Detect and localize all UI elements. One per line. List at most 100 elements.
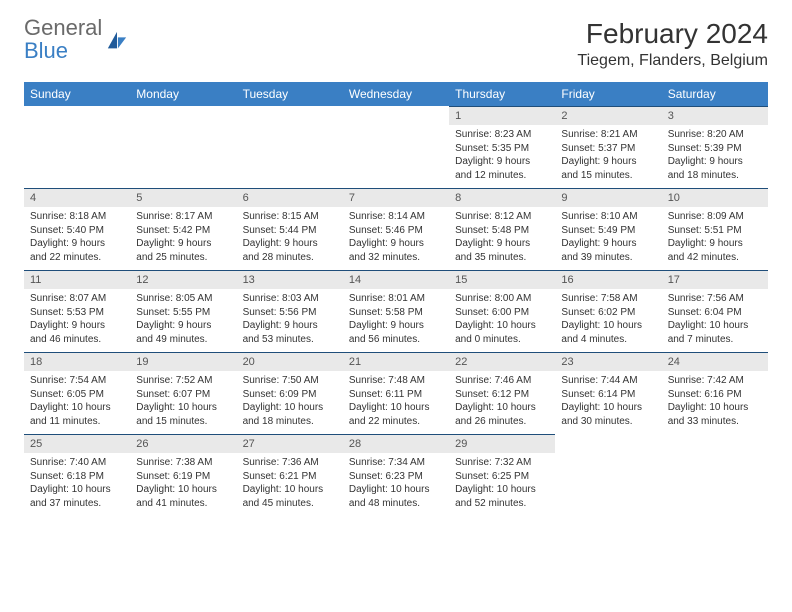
- calendar-cell: 24Sunrise: 7:42 AMSunset: 6:16 PMDayligh…: [662, 352, 768, 434]
- calendar-cell: 9Sunrise: 8:10 AMSunset: 5:49 PMDaylight…: [555, 188, 661, 270]
- calendar-cell: 7Sunrise: 8:14 AMSunset: 5:46 PMDaylight…: [343, 188, 449, 270]
- weekday-header: Tuesday: [237, 82, 343, 106]
- day-number: 25: [24, 434, 130, 453]
- day-number: 13: [237, 270, 343, 289]
- calendar-cell: [24, 106, 130, 188]
- weekday-header: Monday: [130, 82, 236, 106]
- day-detail: Sunrise: 8:21 AMSunset: 5:37 PMDaylight:…: [555, 125, 661, 185]
- calendar-cell: 28Sunrise: 7:34 AMSunset: 6:23 PMDayligh…: [343, 434, 449, 513]
- calendar-cell: 15Sunrise: 8:00 AMSunset: 6:00 PMDayligh…: [449, 270, 555, 352]
- day-number: 5: [130, 188, 236, 207]
- day-detail: Sunrise: 7:42 AMSunset: 6:16 PMDaylight:…: [662, 371, 768, 431]
- weekday-header: Sunday: [24, 82, 130, 106]
- day-number: 7: [343, 188, 449, 207]
- day-detail: Sunrise: 8:09 AMSunset: 5:51 PMDaylight:…: [662, 207, 768, 267]
- location: Tiegem, Flanders, Belgium: [577, 52, 768, 70]
- day-detail: Sunrise: 8:14 AMSunset: 5:46 PMDaylight:…: [343, 207, 449, 267]
- day-number: 2: [555, 106, 661, 125]
- calendar-cell: 12Sunrise: 8:05 AMSunset: 5:55 PMDayligh…: [130, 270, 236, 352]
- day-detail: Sunrise: 7:36 AMSunset: 6:21 PMDaylight:…: [237, 453, 343, 513]
- calendar-cell: 19Sunrise: 7:52 AMSunset: 6:07 PMDayligh…: [130, 352, 236, 434]
- day-number: 1: [449, 106, 555, 125]
- weekday-header-row: SundayMondayTuesdayWednesdayThursdayFrid…: [24, 82, 768, 106]
- day-number: 10: [662, 188, 768, 207]
- day-detail: Sunrise: 7:58 AMSunset: 6:02 PMDaylight:…: [555, 289, 661, 349]
- calendar-cell: 3Sunrise: 8:20 AMSunset: 5:39 PMDaylight…: [662, 106, 768, 188]
- weekday-header: Saturday: [662, 82, 768, 106]
- day-detail: Sunrise: 8:18 AMSunset: 5:40 PMDaylight:…: [24, 207, 130, 267]
- day-number: 27: [237, 434, 343, 453]
- day-number: 16: [555, 270, 661, 289]
- calendar-cell: [662, 434, 768, 513]
- calendar-cell: 27Sunrise: 7:36 AMSunset: 6:21 PMDayligh…: [237, 434, 343, 513]
- day-number: 8: [449, 188, 555, 207]
- calendar-row: 11Sunrise: 8:07 AMSunset: 5:53 PMDayligh…: [24, 270, 768, 352]
- day-number: 20: [237, 352, 343, 371]
- day-detail: Sunrise: 7:40 AMSunset: 6:18 PMDaylight:…: [24, 453, 130, 513]
- calendar-row: 18Sunrise: 7:54 AMSunset: 6:05 PMDayligh…: [24, 352, 768, 434]
- calendar-cell: 21Sunrise: 7:48 AMSunset: 6:11 PMDayligh…: [343, 352, 449, 434]
- day-detail: Sunrise: 7:48 AMSunset: 6:11 PMDaylight:…: [343, 371, 449, 431]
- day-number: 6: [237, 188, 343, 207]
- calendar-row: 4Sunrise: 8:18 AMSunset: 5:40 PMDaylight…: [24, 188, 768, 270]
- calendar-cell: [343, 106, 449, 188]
- weekday-header: Wednesday: [343, 82, 449, 106]
- logo-text-general: General: [24, 18, 102, 39]
- day-detail: Sunrise: 7:52 AMSunset: 6:07 PMDaylight:…: [130, 371, 236, 431]
- calendar-cell: 1Sunrise: 8:23 AMSunset: 5:35 PMDaylight…: [449, 106, 555, 188]
- logo-text-blue: Blue: [24, 41, 102, 62]
- day-detail: Sunrise: 7:38 AMSunset: 6:19 PMDaylight:…: [130, 453, 236, 513]
- day-detail: Sunrise: 7:46 AMSunset: 6:12 PMDaylight:…: [449, 371, 555, 431]
- calendar-cell: 10Sunrise: 8:09 AMSunset: 5:51 PMDayligh…: [662, 188, 768, 270]
- day-detail: Sunrise: 8:15 AMSunset: 5:44 PMDaylight:…: [237, 207, 343, 267]
- calendar-row: 25Sunrise: 7:40 AMSunset: 6:18 PMDayligh…: [24, 434, 768, 513]
- day-number: 21: [343, 352, 449, 371]
- day-number: 19: [130, 352, 236, 371]
- day-number: 4: [24, 188, 130, 207]
- calendar-cell: 6Sunrise: 8:15 AMSunset: 5:44 PMDaylight…: [237, 188, 343, 270]
- day-detail: Sunrise: 8:20 AMSunset: 5:39 PMDaylight:…: [662, 125, 768, 185]
- day-number: 24: [662, 352, 768, 371]
- day-number: 18: [24, 352, 130, 371]
- calendar-cell: [130, 106, 236, 188]
- calendar-cell: 25Sunrise: 7:40 AMSunset: 6:18 PMDayligh…: [24, 434, 130, 513]
- day-number: 26: [130, 434, 236, 453]
- calendar-cell: 8Sunrise: 8:12 AMSunset: 5:48 PMDaylight…: [449, 188, 555, 270]
- day-detail: Sunrise: 8:05 AMSunset: 5:55 PMDaylight:…: [130, 289, 236, 349]
- day-detail: Sunrise: 8:07 AMSunset: 5:53 PMDaylight:…: [24, 289, 130, 349]
- calendar-cell: [555, 434, 661, 513]
- day-detail: Sunrise: 8:12 AMSunset: 5:48 PMDaylight:…: [449, 207, 555, 267]
- day-detail: Sunrise: 8:17 AMSunset: 5:42 PMDaylight:…: [130, 207, 236, 267]
- calendar-cell: 4Sunrise: 8:18 AMSunset: 5:40 PMDaylight…: [24, 188, 130, 270]
- day-detail: Sunrise: 7:54 AMSunset: 6:05 PMDaylight:…: [24, 371, 130, 431]
- day-number: 23: [555, 352, 661, 371]
- day-number: 11: [24, 270, 130, 289]
- calendar-cell: 17Sunrise: 7:56 AMSunset: 6:04 PMDayligh…: [662, 270, 768, 352]
- day-number: 15: [449, 270, 555, 289]
- day-detail: Sunrise: 7:56 AMSunset: 6:04 PMDaylight:…: [662, 289, 768, 349]
- day-detail: Sunrise: 8:00 AMSunset: 6:00 PMDaylight:…: [449, 289, 555, 349]
- calendar-cell: 16Sunrise: 7:58 AMSunset: 6:02 PMDayligh…: [555, 270, 661, 352]
- calendar-cell: 5Sunrise: 8:17 AMSunset: 5:42 PMDaylight…: [130, 188, 236, 270]
- calendar-cell: 22Sunrise: 7:46 AMSunset: 6:12 PMDayligh…: [449, 352, 555, 434]
- day-detail: Sunrise: 7:34 AMSunset: 6:23 PMDaylight:…: [343, 453, 449, 513]
- day-detail: Sunrise: 8:01 AMSunset: 5:58 PMDaylight:…: [343, 289, 449, 349]
- calendar-cell: 26Sunrise: 7:38 AMSunset: 6:19 PMDayligh…: [130, 434, 236, 513]
- day-detail: Sunrise: 7:50 AMSunset: 6:09 PMDaylight:…: [237, 371, 343, 431]
- calendar: SundayMondayTuesdayWednesdayThursdayFrid…: [24, 82, 768, 513]
- weekday-header: Friday: [555, 82, 661, 106]
- header: General Blue February 2024 Tiegem, Fland…: [24, 18, 768, 70]
- day-number: 29: [449, 434, 555, 453]
- weekday-header: Thursday: [449, 82, 555, 106]
- logo-sail-icon: [106, 30, 128, 52]
- day-number: 3: [662, 106, 768, 125]
- calendar-cell: 11Sunrise: 8:07 AMSunset: 5:53 PMDayligh…: [24, 270, 130, 352]
- day-number: 17: [662, 270, 768, 289]
- calendar-cell: 23Sunrise: 7:44 AMSunset: 6:14 PMDayligh…: [555, 352, 661, 434]
- calendar-cell: [237, 106, 343, 188]
- day-detail: Sunrise: 8:03 AMSunset: 5:56 PMDaylight:…: [237, 289, 343, 349]
- day-number: 9: [555, 188, 661, 207]
- calendar-cell: 18Sunrise: 7:54 AMSunset: 6:05 PMDayligh…: [24, 352, 130, 434]
- day-detail: Sunrise: 8:23 AMSunset: 5:35 PMDaylight:…: [449, 125, 555, 185]
- day-detail: Sunrise: 8:10 AMSunset: 5:49 PMDaylight:…: [555, 207, 661, 267]
